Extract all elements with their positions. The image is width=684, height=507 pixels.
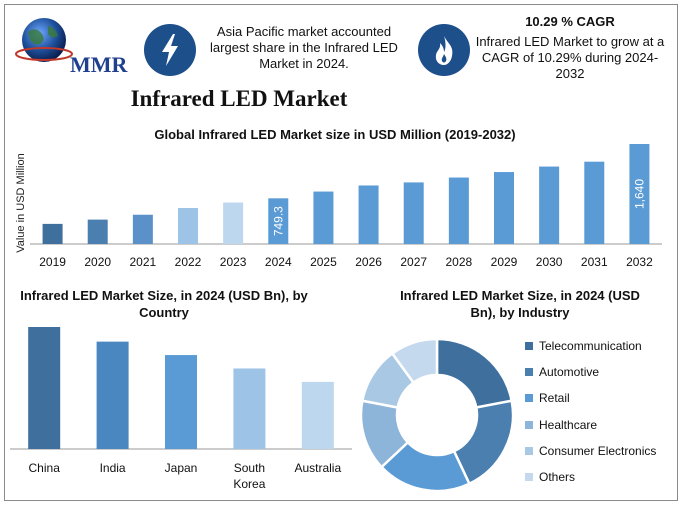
bar-2029 — [494, 172, 514, 244]
x-tick-2024: 2024 — [265, 255, 292, 269]
legend-swatch — [525, 420, 533, 429]
legend-swatch — [525, 342, 533, 351]
legend-item-others: Others — [525, 464, 656, 490]
legend-label: Retail — [539, 391, 570, 406]
cagr-text: Infrared LED Market to grow at a CAGR of… — [475, 34, 665, 81]
legend-label: Others — [539, 470, 576, 485]
global-chart-title: Global Infrared LED Market size in USD M… — [154, 127, 516, 142]
bar-2026 — [358, 185, 379, 244]
legend-item-healthcare: Healthcare — [525, 412, 656, 438]
y-axis-label: Value in USD Million — [15, 153, 27, 252]
country-tick-china: China — [29, 461, 61, 475]
info-asia-pacific: Asia Pacific market accounted largest sh… — [210, 24, 398, 71]
legend-swatch — [525, 446, 533, 455]
mmr-logo: MMR — [14, 12, 127, 77]
globe-icon — [15, 18, 73, 62]
country-tick-south-korea: South Korea — [233, 461, 265, 491]
x-tick-2030: 2030 — [536, 255, 563, 269]
legend-label: Telecommunication — [539, 339, 642, 354]
x-tick-2028: 2028 — [446, 255, 473, 269]
logo-text: MMR — [70, 52, 128, 77]
legend-label: Consumer Electronics — [539, 443, 657, 458]
industry-chart-title: Infrared LED Market Size, in 2024 (USD B… — [400, 288, 640, 320]
cagr-title: 10.29 % CAGR — [525, 14, 615, 29]
x-tick-2022: 2022 — [175, 255, 202, 269]
flame-icon — [418, 24, 470, 76]
x-tick-2019: 2019 — [39, 255, 66, 269]
infographic-frame — [4, 4, 678, 501]
bar-2027 — [403, 182, 424, 244]
country-chart-title: Infrared LED Market Size, in 2024 (USD B… — [20, 288, 308, 320]
bar-2022 — [178, 208, 198, 244]
x-tick-2020: 2020 — [84, 255, 111, 269]
country-tick-india: India — [100, 461, 126, 475]
donut-slice-others — [390, 337, 439, 385]
legend-item-consumer-electronics: Consumer Electronics — [525, 438, 656, 464]
donut-slice-telecommunication — [435, 337, 514, 409]
x-tick-2021: 2021 — [130, 255, 157, 269]
x-tick-2023: 2023 — [220, 255, 247, 269]
country-bar-japan — [165, 355, 197, 449]
x-tick-2032: 2032 — [626, 255, 653, 269]
page-title: Infrared LED Market — [130, 86, 348, 111]
x-tick-2031: 2031 — [581, 255, 608, 269]
country-tick-japan: Japan — [165, 461, 198, 475]
bar-2019 — [42, 223, 63, 244]
bar-2031 — [584, 161, 605, 244]
lightning-bolt-icon — [144, 24, 196, 76]
legend-label: Automotive — [539, 365, 600, 380]
x-tick-2027: 2027 — [400, 255, 427, 269]
bar-2028 — [448, 177, 469, 244]
legend-swatch — [525, 368, 533, 377]
bar-2032 — [629, 144, 650, 244]
country-bar-china — [28, 327, 61, 449]
industry-legend: Telecommunication Automotive Retail Healthc… — [525, 333, 656, 490]
data-label-2024: 749.3 — [271, 206, 285, 236]
legend-swatch — [525, 394, 533, 403]
data-label-2032: 1,640 — [632, 179, 646, 209]
legend-item-telecommunication: Telecommunication — [525, 333, 656, 359]
country-bar-australia — [301, 381, 334, 449]
bar-2020 — [87, 219, 108, 244]
bar-2021 — [132, 214, 153, 244]
x-tick-2025: 2025 — [310, 255, 337, 269]
x-tick-2029: 2029 — [491, 255, 518, 269]
legend-swatch — [525, 473, 533, 482]
bar-2025 — [313, 191, 334, 244]
x-tick-2026: 2026 — [355, 255, 382, 269]
bar-2024 — [268, 198, 289, 244]
legend-item-retail: Retail — [525, 385, 656, 411]
legend-label: Healthcare — [539, 417, 598, 432]
country-tick-australia: Australia — [294, 461, 341, 475]
legend-item-automotive: Automotive — [525, 359, 656, 385]
country-bar-south-korea — [233, 368, 266, 449]
country-bar-india — [96, 341, 129, 449]
bar-2030 — [539, 166, 560, 244]
bar-2023 — [223, 202, 244, 244]
